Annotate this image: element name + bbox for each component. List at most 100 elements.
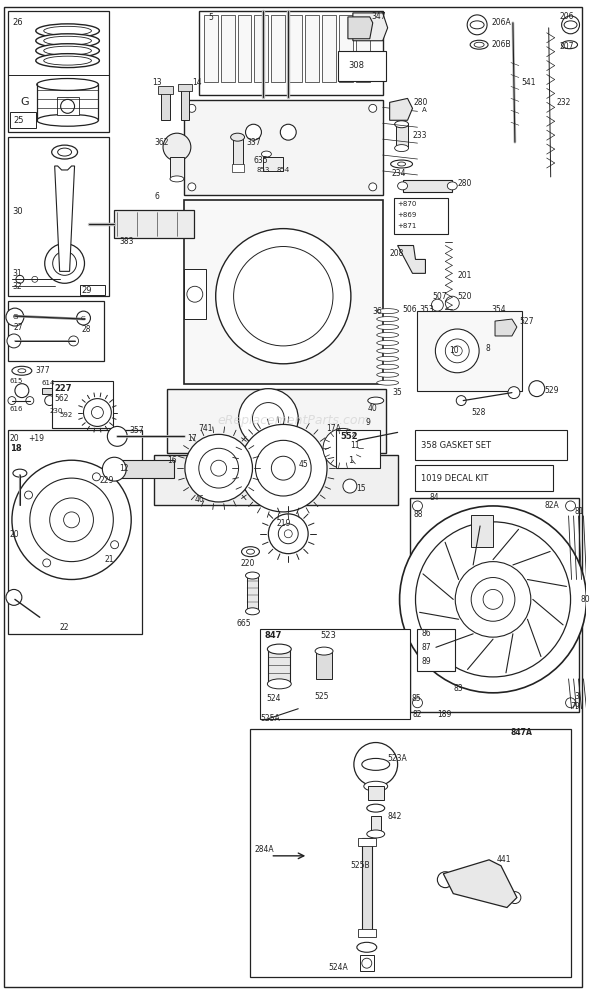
- Ellipse shape: [36, 24, 99, 38]
- Bar: [80, 285, 106, 295]
- Text: 21: 21: [104, 555, 114, 565]
- Text: 80: 80: [581, 594, 590, 604]
- Circle shape: [483, 589, 503, 609]
- Text: 233: 233: [412, 130, 427, 140]
- Circle shape: [412, 501, 422, 511]
- Bar: [289, 15, 302, 83]
- Ellipse shape: [44, 46, 91, 55]
- Text: 507: 507: [432, 291, 447, 301]
- Text: 229: 229: [99, 475, 114, 485]
- Text: 15: 15: [356, 483, 365, 493]
- Text: 527: 527: [519, 316, 533, 326]
- Circle shape: [60, 258, 70, 268]
- Text: 523: 523: [320, 630, 336, 640]
- Circle shape: [369, 183, 377, 191]
- Text: 592: 592: [60, 413, 73, 418]
- Circle shape: [471, 578, 515, 621]
- Circle shape: [399, 506, 586, 693]
- Text: 280: 280: [414, 97, 428, 107]
- Text: 234: 234: [392, 169, 406, 179]
- Circle shape: [453, 346, 462, 356]
- Circle shape: [216, 229, 351, 364]
- Circle shape: [93, 473, 100, 481]
- Bar: [247, 576, 258, 611]
- Text: 40: 40: [368, 404, 378, 414]
- Ellipse shape: [18, 369, 26, 373]
- Text: 227: 227: [55, 384, 72, 394]
- Circle shape: [188, 183, 196, 191]
- Text: 206A: 206A: [491, 18, 511, 28]
- Circle shape: [8, 397, 16, 405]
- Text: 219: 219: [276, 519, 291, 529]
- Circle shape: [30, 478, 113, 562]
- Text: 46: 46: [195, 495, 205, 505]
- Circle shape: [64, 512, 80, 528]
- Circle shape: [354, 743, 398, 786]
- Circle shape: [343, 479, 357, 493]
- Circle shape: [445, 339, 469, 363]
- Ellipse shape: [44, 26, 91, 35]
- Ellipse shape: [398, 162, 405, 166]
- Bar: [368, 786, 384, 800]
- Bar: [114, 460, 174, 478]
- Bar: [339, 15, 353, 83]
- Circle shape: [6, 308, 24, 326]
- Text: 853: 853: [257, 167, 270, 173]
- Bar: [184, 269, 206, 319]
- Circle shape: [61, 99, 74, 113]
- Text: 86: 86: [421, 628, 431, 638]
- Bar: [358, 838, 376, 846]
- Ellipse shape: [231, 133, 244, 141]
- Bar: [161, 92, 170, 120]
- Bar: [8, 137, 109, 296]
- Text: 79: 79: [571, 702, 581, 712]
- Circle shape: [187, 286, 203, 302]
- Text: 31: 31: [12, 268, 22, 278]
- Bar: [170, 157, 184, 179]
- Text: 615: 615: [10, 378, 24, 384]
- Ellipse shape: [44, 56, 91, 65]
- Text: 357: 357: [129, 425, 144, 435]
- Ellipse shape: [447, 182, 457, 190]
- Bar: [181, 88, 189, 120]
- Text: 506: 506: [402, 304, 417, 314]
- Circle shape: [566, 501, 575, 511]
- Text: 5: 5: [209, 13, 214, 23]
- Ellipse shape: [391, 160, 412, 168]
- Circle shape: [25, 491, 32, 499]
- Text: 82: 82: [412, 710, 422, 720]
- Text: 206B: 206B: [491, 40, 511, 50]
- Text: 35: 35: [392, 388, 402, 398]
- Text: 189: 189: [437, 710, 452, 720]
- Ellipse shape: [315, 647, 333, 655]
- Text: 9: 9: [366, 417, 371, 427]
- Bar: [178, 84, 192, 91]
- Bar: [52, 381, 113, 428]
- Circle shape: [42, 559, 51, 567]
- Text: 616: 616: [10, 406, 24, 412]
- Text: 81: 81: [575, 507, 584, 517]
- Ellipse shape: [398, 182, 408, 190]
- Text: 17A: 17A: [326, 423, 341, 433]
- Circle shape: [437, 872, 453, 888]
- Ellipse shape: [377, 332, 399, 337]
- Bar: [336, 430, 380, 468]
- Bar: [199, 11, 383, 95]
- Ellipse shape: [36, 44, 99, 58]
- Bar: [232, 137, 242, 167]
- Ellipse shape: [377, 340, 399, 345]
- Bar: [8, 301, 104, 361]
- Bar: [263, 157, 283, 171]
- Circle shape: [456, 396, 466, 406]
- Text: 89: 89: [421, 656, 431, 666]
- Text: 377: 377: [36, 366, 50, 376]
- Text: 362: 362: [154, 137, 169, 147]
- Ellipse shape: [474, 42, 484, 47]
- Bar: [415, 465, 553, 491]
- Bar: [158, 86, 173, 94]
- Bar: [316, 651, 332, 679]
- Text: G: G: [12, 314, 18, 320]
- Circle shape: [323, 428, 363, 468]
- Text: +869: +869: [398, 212, 417, 218]
- Bar: [362, 838, 372, 932]
